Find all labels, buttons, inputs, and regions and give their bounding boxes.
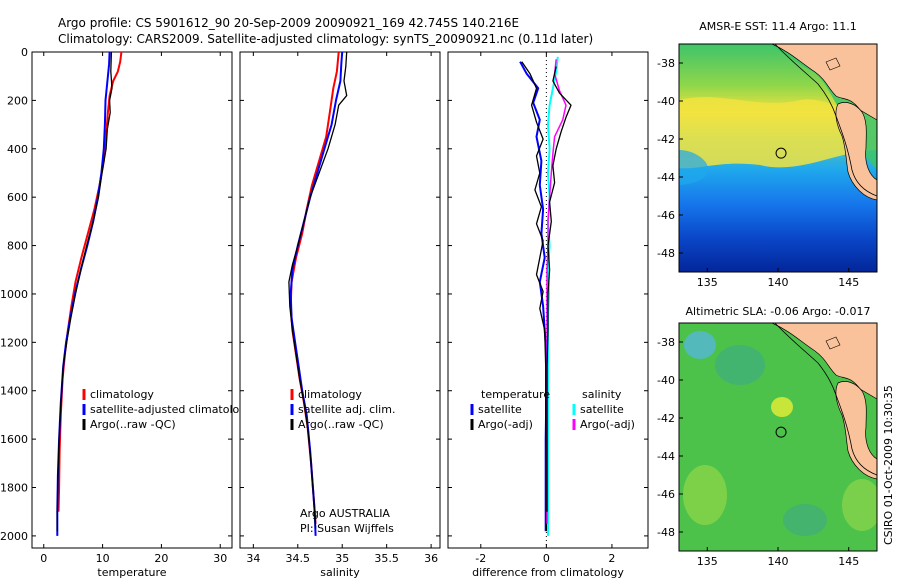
x-tick-label: 140 bbox=[768, 555, 789, 568]
x-tick-label: 140 bbox=[768, 276, 789, 289]
sla-high-patch-2 bbox=[683, 465, 727, 525]
legend-label: satellite bbox=[580, 403, 624, 416]
difference-xlabel: difference from climatology bbox=[472, 566, 624, 579]
legend-label: Argo(-adj) bbox=[580, 418, 635, 431]
x-tick-label: 135 bbox=[697, 555, 718, 568]
legend-label: Argo(-adj) bbox=[478, 418, 533, 431]
x-tick-label: 10 bbox=[96, 552, 110, 565]
series-line-argo-raw-qc- bbox=[56, 51, 113, 532]
legend-label: Argo(..raw -QC) bbox=[90, 418, 176, 431]
sla-low-patch bbox=[684, 331, 716, 359]
profile-panels: 0 10 20 30020040060080010001200140016001800… bbox=[0, 46, 649, 579]
x-tick-label: 30 bbox=[213, 552, 227, 565]
y-tick-label: -38 bbox=[657, 336, 675, 349]
sst-cool-patch bbox=[679, 150, 709, 185]
x-tick-label: -2 bbox=[475, 552, 486, 565]
y-tick-label: -46 bbox=[657, 209, 675, 222]
sla-mid-patch bbox=[715, 345, 765, 385]
legend-label: Argo(..raw -QC) bbox=[298, 418, 384, 431]
legend-label: satellite adj. clim. bbox=[298, 403, 395, 416]
x-tick-label: 35 bbox=[335, 552, 349, 565]
sla-map-title: Altimetric SLA: -0.06 Argo: -0.017 bbox=[686, 305, 871, 318]
x-tick-label: 34.5 bbox=[286, 552, 311, 565]
argo-float-marker bbox=[775, 147, 787, 159]
y-tick-label: -42 bbox=[657, 133, 675, 146]
y-tick-label: -42 bbox=[657, 412, 675, 425]
y-tick-label: -44 bbox=[657, 171, 675, 184]
sst-isobath bbox=[774, 44, 877, 197]
legend-header-salinity: salinity bbox=[582, 388, 622, 401]
sla-isobath bbox=[774, 323, 877, 476]
sla-island bbox=[825, 336, 841, 350]
annotation-pi-name: PI: Susan Wijffels bbox=[300, 522, 394, 535]
y-tick-label: 1200 bbox=[0, 336, 28, 349]
sla-tasmania bbox=[835, 381, 877, 480]
x-tick-label: 145 bbox=[838, 276, 859, 289]
y-tick-label: 1000 bbox=[0, 288, 28, 301]
legend-label: satellite-adjusted climatology bbox=[90, 403, 253, 416]
y-tick-label: -44 bbox=[657, 450, 675, 463]
sla-map-axes: 135 140 145 -38 -40 -42 -44 -46 -48 bbox=[657, 336, 859, 568]
y-tick-label: 1400 bbox=[0, 385, 28, 398]
y-tick-label: 1800 bbox=[0, 482, 28, 495]
argo-float-marker bbox=[775, 426, 787, 438]
x-tick-label: 20 bbox=[154, 552, 168, 565]
side-timestamp: CSIRO 01-Oct-2009 10:30:35 bbox=[882, 385, 895, 545]
x-tick-label: 0 bbox=[40, 552, 47, 565]
x-tick-label: 145 bbox=[838, 555, 859, 568]
sst-warm-band bbox=[679, 97, 877, 169]
y-tick-label: -40 bbox=[657, 374, 675, 387]
sla-mainland bbox=[771, 323, 877, 400]
temperature-panel: 0 10 20 30 0 200 400 600 800 1000 1200 1400 1600 1800… bbox=[0, 46, 253, 579]
salinity-panel: 34 34.5 35 35.5 36 salinity climatology satelli… bbox=[239, 51, 441, 579]
sst-map: AMSR-E SST: 11.4 Argo: 11.1 135 140 145 -38… bbox=[657, 20, 878, 289]
x-tick-label: 2 bbox=[608, 552, 615, 565]
series-line-argo-raw-qc- bbox=[288, 51, 348, 529]
series-line-satellite bbox=[547, 56, 559, 536]
sst-map-title: AMSR-E SST: 11.4 Argo: 11.1 bbox=[699, 20, 857, 33]
legend-label: climatology bbox=[90, 388, 154, 401]
sla-low-patch-2 bbox=[783, 504, 827, 536]
x-tick-label: 34 bbox=[246, 552, 260, 565]
sla-map: Altimetric SLA: -0.06 Argo: -0.017 135 14… bbox=[657, 305, 878, 568]
x-tick-label: 35.5 bbox=[374, 552, 399, 565]
y-tick-label: 600 bbox=[7, 191, 28, 204]
sst-island bbox=[825, 57, 841, 71]
y-tick-label: -40 bbox=[657, 95, 675, 108]
y-tick-label: -48 bbox=[657, 247, 675, 260]
x-tick-label: 135 bbox=[697, 276, 718, 289]
y-tick-label: -48 bbox=[657, 526, 675, 539]
sst-mainland bbox=[771, 44, 877, 121]
y-tick-label: 800 bbox=[7, 240, 28, 253]
y-tick-label: 2000 bbox=[0, 530, 28, 543]
temperature-axes-frame bbox=[31, 51, 233, 549]
temperature-xlabel: temperature bbox=[97, 566, 166, 579]
legend-label: climatology bbox=[298, 388, 362, 401]
legend-header-temperature: temperature bbox=[481, 388, 550, 401]
series-line-argo-adj- bbox=[546, 66, 572, 512]
sla-high-patch-3 bbox=[842, 479, 877, 531]
header-subtitle: Climatology: CARS2009. Satellite-adjuste… bbox=[58, 32, 593, 46]
sst-map-axes: 135 140 145 -38 -40 -42 -44 -46 -48 bbox=[657, 57, 859, 289]
y-tick-label: -46 bbox=[657, 488, 675, 501]
y-tick-label: 200 bbox=[7, 94, 28, 107]
sst-tasmania bbox=[835, 102, 877, 201]
x-tick-label: 36 bbox=[424, 552, 438, 565]
y-tick-label: 400 bbox=[7, 143, 28, 156]
y-tick-label: 0 bbox=[21, 46, 28, 59]
y-tick-label: -38 bbox=[657, 57, 675, 70]
legend-label: satellite bbox=[478, 403, 522, 416]
annotation-argo-australia: Argo AUSTRALIA bbox=[300, 507, 390, 520]
salinity-xlabel: salinity bbox=[320, 566, 360, 579]
header-title: Argo profile: CS 5901612_90 20-Sep-2009 … bbox=[58, 16, 519, 30]
salinity-axes-frame bbox=[239, 51, 441, 549]
y-tick-label: 1600 bbox=[0, 433, 28, 446]
series-line-argo-adj- bbox=[521, 61, 548, 532]
sla-high-patch bbox=[771, 397, 793, 417]
x-tick-label: 0 bbox=[543, 552, 550, 565]
